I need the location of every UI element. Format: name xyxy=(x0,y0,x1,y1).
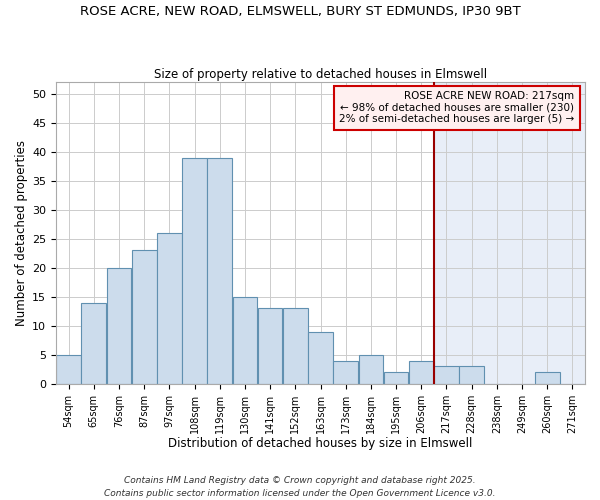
Text: ROSE ACRE, NEW ROAD, ELMSWELL, BURY ST EDMUNDS, IP30 9BT: ROSE ACRE, NEW ROAD, ELMSWELL, BURY ST E… xyxy=(80,5,520,18)
Title: Size of property relative to detached houses in Elmswell: Size of property relative to detached ho… xyxy=(154,68,487,81)
Bar xyxy=(460,366,484,384)
Bar xyxy=(107,268,131,384)
Bar xyxy=(56,354,81,384)
Bar xyxy=(359,354,383,384)
Bar xyxy=(535,372,560,384)
Bar xyxy=(283,308,308,384)
X-axis label: Distribution of detached houses by size in Elmswell: Distribution of detached houses by size … xyxy=(169,437,473,450)
Bar xyxy=(132,250,157,384)
Bar xyxy=(434,82,585,384)
Bar xyxy=(157,233,182,384)
Bar xyxy=(208,158,232,384)
Bar xyxy=(258,308,283,384)
Text: Contains HM Land Registry data © Crown copyright and database right 2025.
Contai: Contains HM Land Registry data © Crown c… xyxy=(104,476,496,498)
Bar xyxy=(334,360,358,384)
Bar xyxy=(409,360,434,384)
Y-axis label: Number of detached properties: Number of detached properties xyxy=(15,140,28,326)
Bar xyxy=(308,332,333,384)
Bar xyxy=(384,372,409,384)
Bar xyxy=(233,296,257,384)
Bar xyxy=(82,302,106,384)
Text: ROSE ACRE NEW ROAD: 217sqm
← 98% of detached houses are smaller (230)
2% of semi: ROSE ACRE NEW ROAD: 217sqm ← 98% of deta… xyxy=(339,91,574,124)
Bar xyxy=(182,158,207,384)
Bar xyxy=(434,366,459,384)
